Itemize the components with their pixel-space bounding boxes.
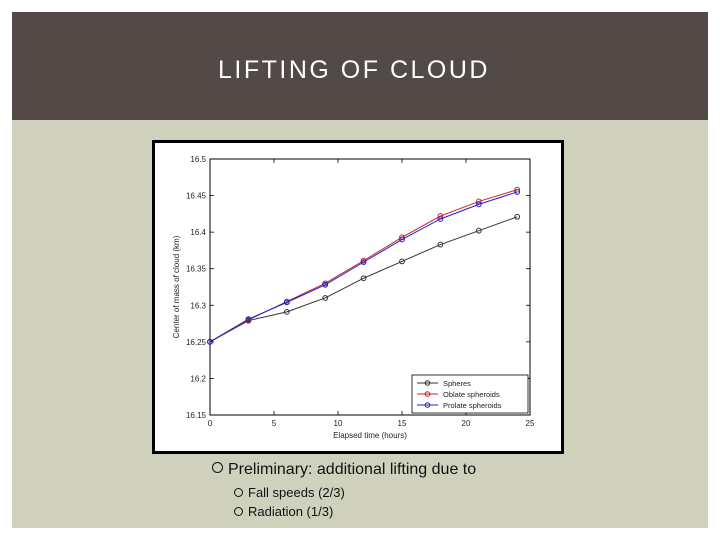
data-point — [437, 241, 444, 248]
x-tick-label: 15 — [398, 419, 407, 428]
y-tick-label: 16.45 — [186, 192, 207, 201]
data-point — [322, 295, 329, 301]
legend-label: Prolate spheroids — [443, 401, 502, 410]
data-point — [437, 216, 444, 222]
x-tick-label: 5 — [272, 419, 277, 428]
line-chart: 0 5 10 15 20 25 16.15 16.2 16.25 16.3 16.35 16.4 16.… — [172, 155, 535, 440]
data-point — [475, 198, 482, 205]
x-tick-label: 10 — [334, 419, 343, 428]
data-point — [322, 281, 329, 288]
legend-marker — [424, 391, 431, 397]
y-axis-label: Center of mass of cloud (km) — [172, 235, 181, 338]
data-point — [283, 299, 290, 306]
series-line-2 — [209, 191, 518, 343]
bullet-item-main: Preliminary: additional lifting due to — [212, 461, 476, 479]
data-point — [283, 308, 290, 315]
data-point — [475, 201, 482, 208]
x-tick-label: 25 — [526, 419, 535, 428]
sub-bullet-item: Fall speeds (2/3) — [234, 485, 345, 500]
data-point — [475, 227, 482, 234]
title-bar — [12, 12, 708, 120]
y-tick-label: 16.5 — [190, 155, 206, 164]
data-point — [399, 236, 405, 243]
bullet-circle-icon — [212, 462, 223, 474]
y-tick-label: 16.25 — [186, 338, 207, 347]
data-point — [360, 275, 367, 282]
data-point — [514, 213, 521, 220]
bullet-text: Preliminary: additional lifting due to — [228, 461, 477, 478]
slide-title: LIFTING OF CLOUD — [218, 56, 490, 84]
y-tick-label: 16.2 — [190, 374, 206, 383]
data-point — [360, 259, 367, 266]
data-point — [514, 189, 521, 195]
series-line-0 — [209, 216, 518, 343]
x-tick-label: 0 — [208, 419, 213, 428]
x-axis-label: Elapsed time (hours) — [333, 431, 407, 440]
bullet-circle-icon — [234, 507, 243, 517]
data-point — [207, 338, 213, 345]
sub-bullet-text: Radiation (1/3) — [248, 504, 334, 519]
y-tick-label: 16.4 — [190, 228, 206, 237]
legend-marker — [424, 402, 431, 408]
y-tick-label: 16.15 — [186, 411, 207, 420]
legend-label: Oblate spheroids — [443, 390, 500, 399]
legend-marker — [424, 380, 431, 386]
plot-area-frame — [209, 158, 531, 416]
y-tick-label: 16.3 — [190, 301, 206, 310]
sub-bullet-text: Fall speeds (2/3) — [248, 485, 345, 500]
legend-label: Spheres — [443, 379, 471, 388]
data-point — [245, 316, 252, 323]
chart-figure: 0 5 10 15 20 25 16.15 16.2 16.25 16.3 16.35 16.4 16.… — [152, 140, 564, 454]
sub-bullet-item: Radiation (1/3) — [234, 504, 333, 519]
bullet-circle-icon — [234, 488, 243, 498]
x-tick-label: 20 — [462, 419, 471, 428]
data-point — [399, 258, 405, 265]
y-tick-label: 16.35 — [186, 265, 207, 274]
